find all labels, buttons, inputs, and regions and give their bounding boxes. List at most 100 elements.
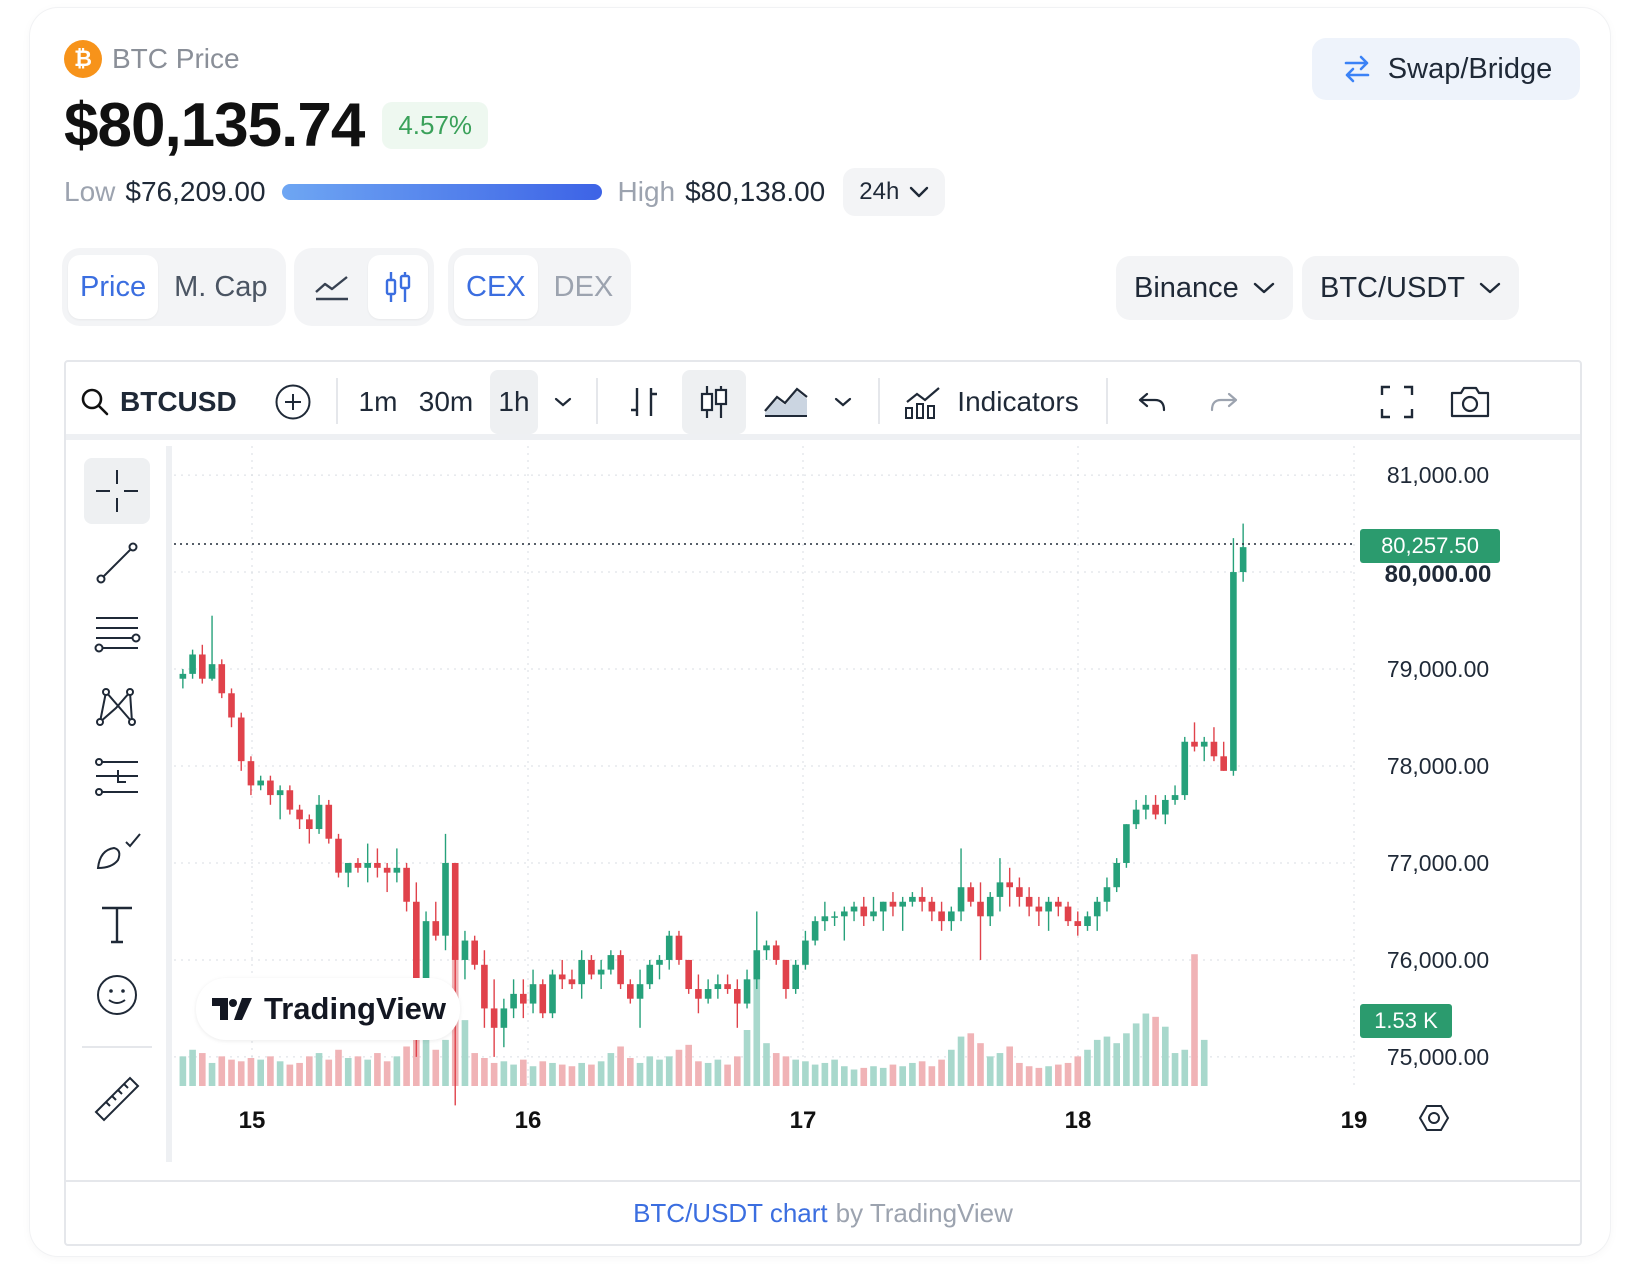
redo-button[interactable] (1200, 370, 1248, 434)
symbol-search[interactable]: BTCUSD (80, 370, 240, 434)
chevron-down-icon (554, 397, 572, 407)
chart-type-menu-button[interactable] (826, 370, 860, 434)
candle-body (539, 984, 547, 1014)
volume-bar (228, 1059, 235, 1086)
volume-bar (656, 1059, 663, 1086)
tradingview-watermark[interactable]: TradingView (196, 978, 461, 1040)
candle-body (520, 993, 527, 1004)
high-label: High (617, 176, 676, 207)
volume-bar (1016, 1062, 1023, 1086)
volume-bar (957, 1036, 965, 1086)
area-chart-button[interactable] (756, 370, 816, 434)
candle-body (977, 901, 984, 917)
attribution-link[interactable]: BTC/USDT chart (633, 1197, 828, 1228)
candle-body (938, 911, 945, 922)
volume-bar (1055, 1064, 1062, 1086)
tab-price[interactable]: Price (68, 255, 159, 319)
tab-market-cap[interactable]: M. Cap (174, 270, 268, 303)
interval-1h[interactable]: 1h (490, 370, 538, 434)
fib-tool[interactable] (84, 602, 150, 668)
trend-line-tool[interactable] (84, 530, 150, 596)
text-tool[interactable] (84, 890, 150, 956)
chart-settings-button[interactable] (1418, 1105, 1450, 1131)
price-chart[interactable]: 81,000.00 79,000.00 78,000.00 77,000.00 76,0… (174, 446, 1582, 1146)
interval-30m[interactable]: 30m (418, 386, 474, 417)
volume-bars (179, 946, 1208, 1086)
candle-body (1123, 824, 1130, 863)
candle-body (675, 935, 683, 960)
compare-button[interactable] (270, 370, 316, 434)
volume-bar (597, 1061, 605, 1086)
volume-bar (763, 1043, 770, 1086)
tradingview-widget: BTCUSD 1m 30m 1h Indicators (64, 360, 1582, 1246)
chevron-down-icon (834, 397, 852, 407)
candle-body (948, 911, 955, 922)
volume-bar (247, 1058, 255, 1086)
tab-dex[interactable]: DEX (553, 270, 614, 303)
bar-chart-button[interactable] (614, 370, 674, 434)
volume-bar (1064, 1062, 1072, 1086)
pair-dropdown[interactable]: BTC/USDT (1302, 256, 1519, 320)
volume-bar (986, 1056, 994, 1086)
volume-bar (1006, 1046, 1013, 1086)
candle-body (451, 862, 459, 960)
interval-menu-button[interactable] (546, 370, 580, 434)
volume-bar (413, 1036, 420, 1086)
exchange-dropdown[interactable]: Binance (1116, 256, 1293, 320)
candle-body (850, 906, 858, 912)
toolbar-divider (1106, 378, 1108, 424)
candle-body (422, 921, 430, 980)
toolbar-divider (878, 378, 880, 424)
volume-bar (1025, 1066, 1033, 1086)
candles-button[interactable] (682, 370, 746, 434)
candle-body (782, 959, 790, 990)
candle-body (811, 921, 819, 941)
undo-button[interactable] (1128, 370, 1176, 434)
trend-line-icon (96, 542, 138, 584)
time-axis-tick: 17 (790, 1107, 817, 1134)
candlestick-icon (700, 386, 728, 418)
fullscreen-button[interactable] (1372, 370, 1422, 434)
volume-label: 1.53 K (1374, 1008, 1438, 1033)
candle-body (413, 901, 420, 980)
volume-bar (1162, 1026, 1169, 1086)
volume-bar (675, 1049, 683, 1086)
fullscreen-icon (1380, 385, 1414, 419)
candle-body (724, 984, 731, 990)
emoji-tool[interactable] (84, 962, 150, 1028)
volume-bar (344, 1058, 352, 1086)
brush-tool[interactable] (84, 818, 150, 884)
candle-body (821, 916, 829, 922)
volume-bar (539, 1061, 547, 1086)
volume-bar (782, 1056, 790, 1086)
measure-tool[interactable] (84, 1066, 150, 1132)
price-axis: 81,000.00 79,000.00 78,000.00 77,000.00 76,0… (1387, 462, 1489, 1070)
candle-chart-button[interactable] (368, 255, 428, 319)
price-axis-tick: 77,000.00 (1387, 850, 1489, 876)
prediction-tool[interactable] (84, 746, 150, 812)
last-price-tag (1360, 529, 1500, 563)
candle-body (1016, 887, 1023, 897)
indicators-button[interactable]: Indicators (896, 370, 1086, 434)
candle-body (656, 959, 663, 965)
swap-bridge-button[interactable]: Swap/Bridge (1312, 38, 1580, 100)
area-chart-icon (764, 387, 808, 417)
screenshot-button[interactable] (1442, 370, 1498, 434)
volume-bar (996, 1053, 1004, 1086)
tab-cex[interactable]: CEX (454, 255, 538, 319)
coin-name: BTC Price (112, 43, 240, 74)
line-chart-button[interactable] (300, 255, 364, 319)
candle-body (228, 693, 235, 718)
candle-body (792, 964, 799, 990)
price-axis-tick: 78,000.00 (1387, 753, 1489, 779)
candle-body (879, 901, 887, 912)
candle-body (500, 1008, 508, 1028)
volume-bar (870, 1066, 877, 1086)
crosshair-tool[interactable] (84, 458, 150, 524)
period-dropdown[interactable]: 24h (843, 168, 946, 216)
pattern-tool[interactable] (84, 674, 150, 740)
volume-bar (354, 1056, 362, 1086)
toolbar-divider (336, 378, 338, 424)
drawing-toolbar (66, 446, 172, 1162)
interval-1m[interactable]: 1m (358, 386, 398, 417)
